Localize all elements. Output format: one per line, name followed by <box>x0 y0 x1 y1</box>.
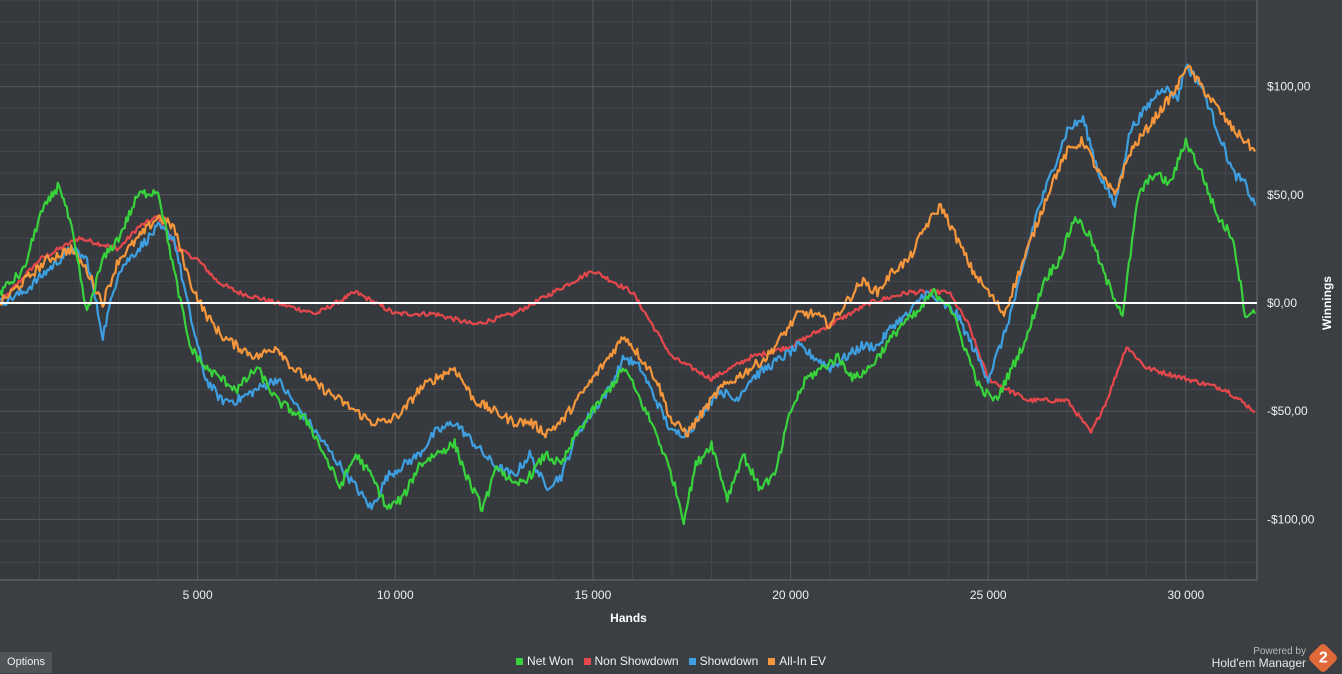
x-tick-label: 5 000 <box>183 588 213 602</box>
x-tick-label: 20 000 <box>772 588 809 602</box>
y-tick-label: $0,00 <box>1267 296 1297 310</box>
y-tick-label: -$100,00 <box>1267 512 1315 526</box>
hem2-logo-icon: 2 <box>1307 642 1339 674</box>
x-tick-label: 15 000 <box>575 588 612 602</box>
legend: Net Won Non Showdown Showdown All-In EV <box>0 653 1342 669</box>
legend-label: Showdown <box>699 654 759 668</box>
legend-item[interactable]: Non Showdown <box>583 653 679 669</box>
x-axis-title: Hands <box>610 611 647 625</box>
options-button[interactable]: Options <box>0 652 52 673</box>
series-line-all-in-ev <box>0 64 1256 439</box>
legend-swatch <box>583 657 591 665</box>
legend-item[interactable]: Net Won <box>516 653 574 669</box>
series-line-non-showdown <box>0 214 1256 434</box>
y-tick-label: -$50,00 <box>1267 404 1308 418</box>
legend-label: All-In EV <box>779 654 826 668</box>
y-axis-title: Winnings <box>1320 276 1334 330</box>
legend-label: Non Showdown <box>594 654 679 668</box>
x-tick-label: 10 000 <box>377 588 414 602</box>
y-tick-label: $50,00 <box>1267 188 1304 202</box>
brand-text: Powered by Hold'em Manager <box>1212 646 1306 671</box>
legend-label: Net Won <box>527 654 574 668</box>
legend-swatch <box>768 657 776 665</box>
legend-swatch <box>516 657 524 665</box>
legend-swatch <box>688 657 696 665</box>
series-line-showdown <box>0 63 1257 511</box>
x-tick-label: 30 000 <box>1167 588 1204 602</box>
logo-digit: 2 <box>1318 649 1328 666</box>
legend-item[interactable]: All-In EV <box>768 653 826 669</box>
x-tick-label: 25 000 <box>970 588 1007 602</box>
brand-name: Hold'em Manager <box>1211 656 1306 671</box>
powered-by-label: Powered by <box>1253 645 1306 657</box>
brand-block: Powered by Hold'em Manager 2 <box>1212 641 1339 674</box>
legend-item[interactable]: Showdown <box>688 653 759 669</box>
series-line-net-won <box>0 137 1257 526</box>
y-tick-label: $100,00 <box>1267 80 1311 94</box>
